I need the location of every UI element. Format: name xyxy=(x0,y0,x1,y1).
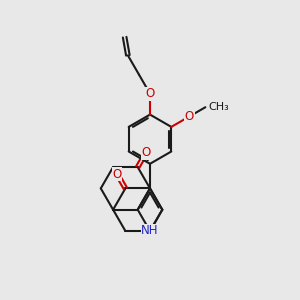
Text: O: O xyxy=(141,146,151,159)
Text: O: O xyxy=(112,168,122,181)
Text: O: O xyxy=(185,110,194,123)
Text: O: O xyxy=(146,87,154,100)
Text: NH: NH xyxy=(141,224,159,238)
Text: CH₃: CH₃ xyxy=(208,102,229,112)
